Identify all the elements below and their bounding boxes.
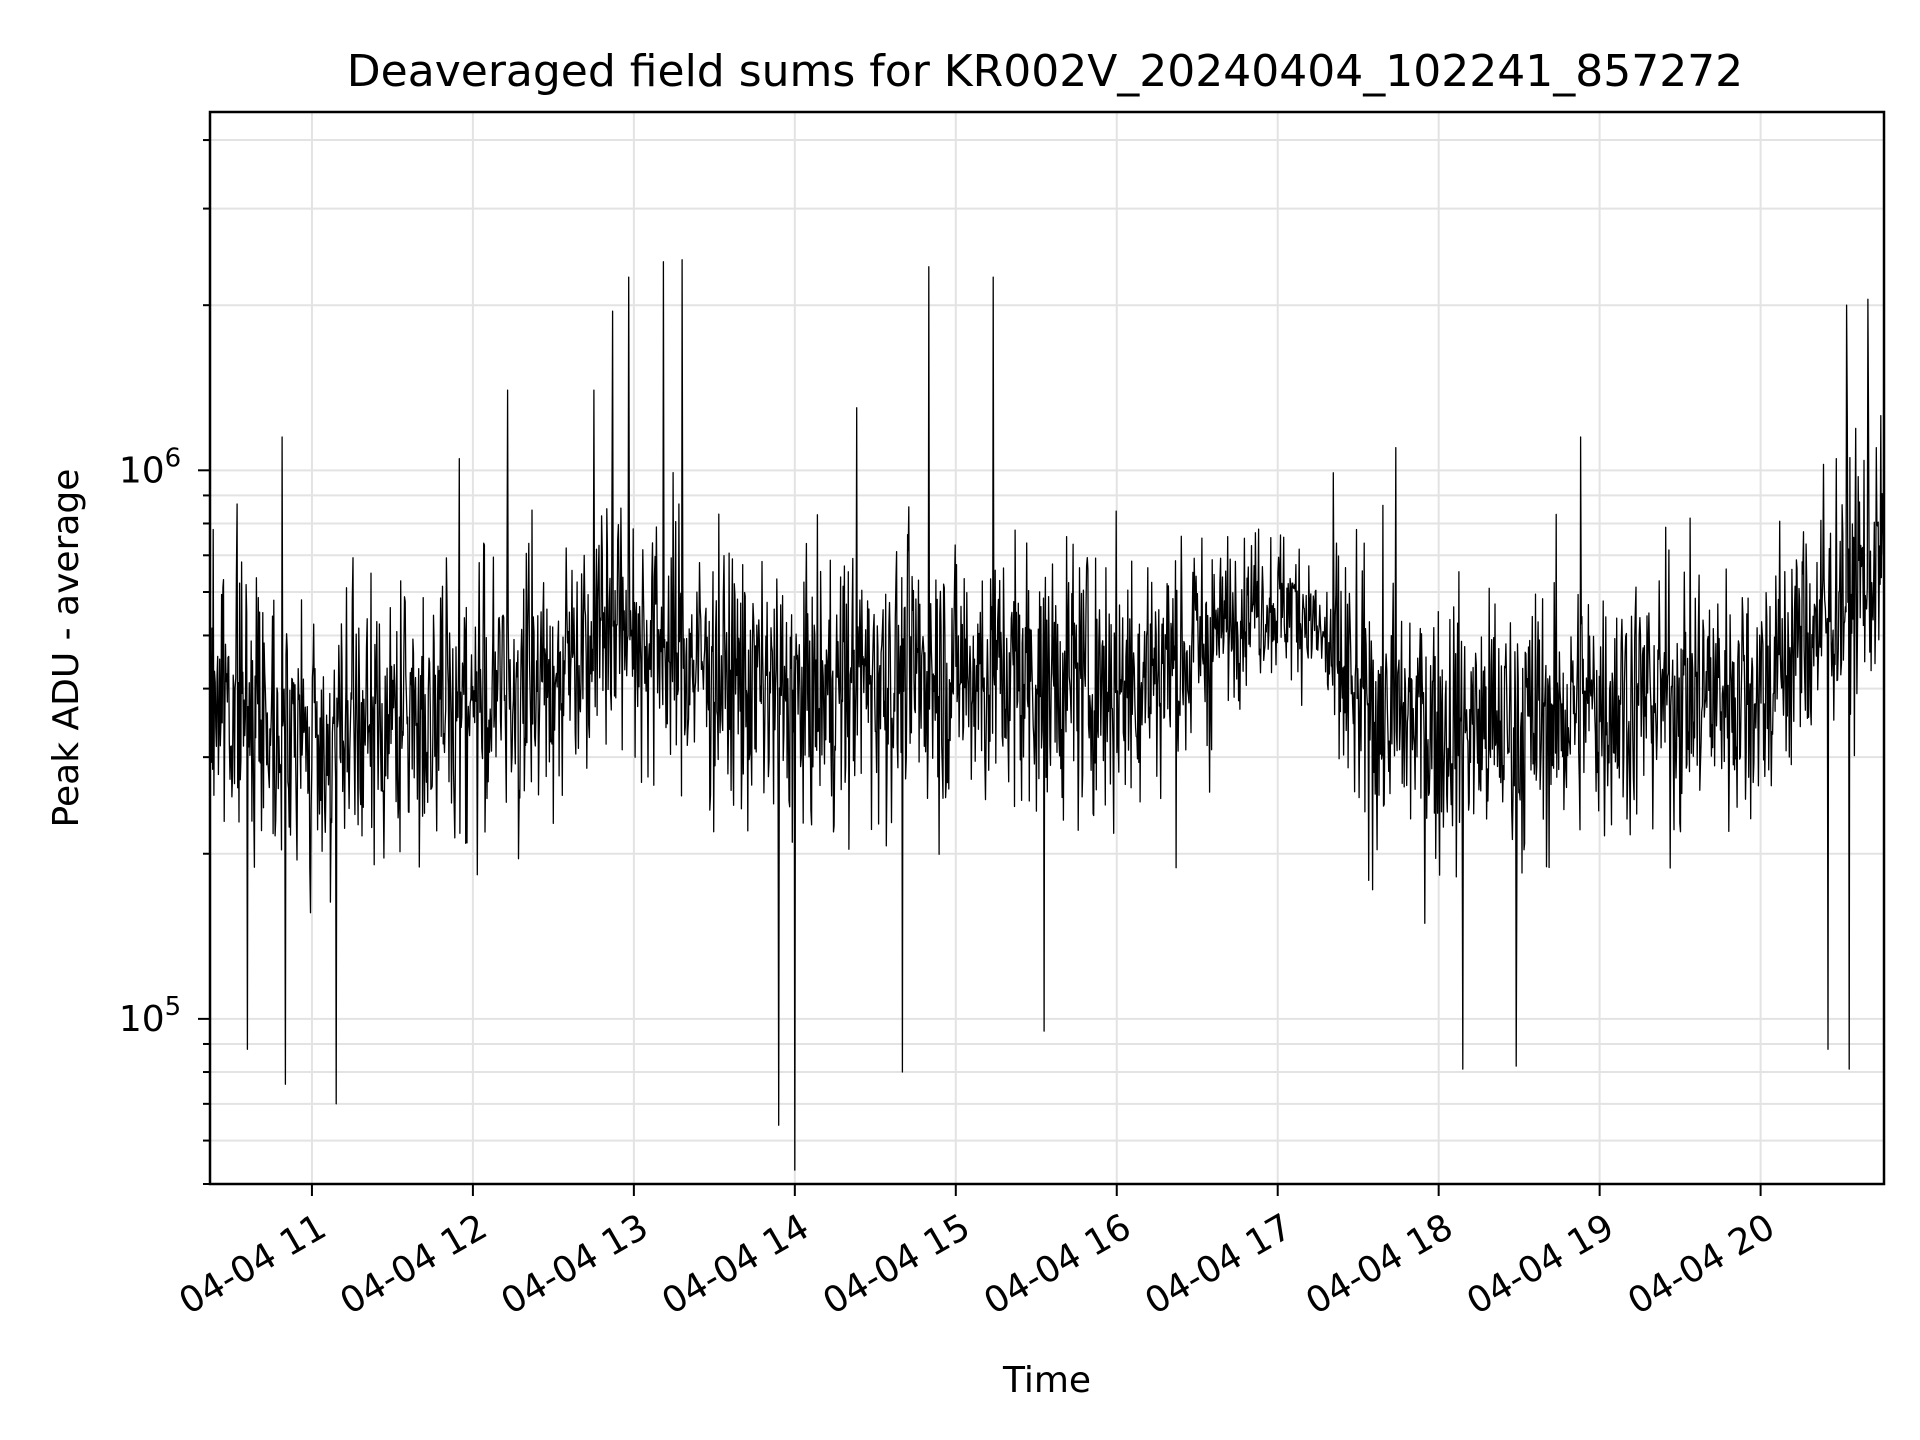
y-tick-label: 105 — [119, 992, 181, 1040]
x-tick-label: 04-04 18 — [1299, 1206, 1460, 1322]
x-tick-label: 04-04 12 — [334, 1206, 495, 1322]
x-axis: 04-04 11 04-04 12 04-04 13 04-04 14 04-04 15… — [173, 1184, 1782, 1323]
x-tick-label: 04-04 13 — [494, 1206, 655, 1322]
series-line — [209, 152, 1885, 1171]
data-series — [209, 152, 1885, 1171]
x-tick-label: 04-04 14 — [655, 1206, 816, 1322]
y-tick-label: 106 — [119, 443, 181, 491]
chart-title: Deaveraged field sums for KR002V_2024040… — [347, 46, 1743, 97]
x-tick-label: 04-04 19 — [1460, 1206, 1621, 1322]
x-tick-label: 04-04 11 — [173, 1206, 334, 1322]
grid — [210, 112, 1884, 1185]
x-tick-label: 04-04 15 — [816, 1206, 977, 1322]
y-axis: 105 106 — [119, 139, 210, 1185]
y-axis-label: Peak ADU - average — [46, 469, 87, 828]
plot-frame — [208, 110, 1886, 1186]
x-tick-label: 04-04 17 — [1138, 1206, 1299, 1322]
x-tick-label: 04-04 20 — [1621, 1206, 1782, 1322]
x-axis-label: Time — [1002, 1360, 1091, 1401]
x-tick-label: 04-04 16 — [977, 1206, 1138, 1322]
